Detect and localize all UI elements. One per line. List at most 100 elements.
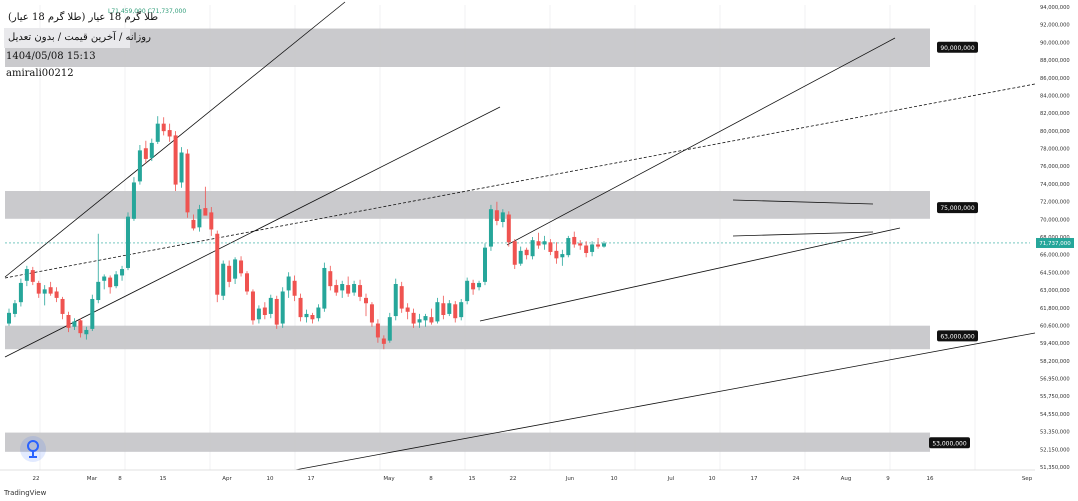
candle-body [161, 123, 166, 132]
x-tick-label: Sep [1022, 476, 1033, 482]
candle-body [494, 210, 499, 221]
candle-body [387, 317, 392, 341]
zone-75,000,000 [5, 191, 930, 219]
candle-body [566, 238, 571, 256]
candle-body [114, 274, 119, 287]
trendline [479, 227, 901, 322]
y-tick-label: 74,000,000 [1040, 182, 1070, 188]
candle-body [108, 277, 113, 288]
watermark-pin-icon [20, 436, 46, 462]
candle-body [36, 282, 41, 294]
x-tick-label: 8 [429, 476, 433, 482]
candle-body [578, 243, 583, 246]
candle-body [149, 142, 154, 158]
candle-body [346, 285, 351, 294]
candle-body [120, 269, 125, 276]
last-price-badge [1036, 237, 1074, 248]
y-tick-label: 80,000,000 [1040, 129, 1070, 135]
candle-body [459, 302, 464, 318]
candle-body [500, 212, 505, 222]
x-tick-label: 9 [886, 476, 890, 482]
y-tick-label: 66,000,000 [1040, 253, 1070, 259]
x-tick-label: Jun [565, 476, 575, 482]
candle-body [530, 240, 535, 257]
candle-body [536, 241, 541, 246]
candle-body [250, 291, 255, 321]
candle-body [316, 307, 321, 319]
candle-body [209, 212, 214, 230]
candle-body [227, 265, 232, 282]
candle-body [18, 282, 23, 303]
y-tick-label: 76,000,000 [1040, 164, 1070, 170]
zone-label-text: 90,000,000 [940, 45, 975, 52]
x-tick-label: 22 [33, 476, 40, 482]
x-tick-label: 17 [308, 476, 315, 482]
candle-body [233, 259, 238, 279]
candle-body [292, 280, 297, 296]
candle-body [393, 284, 398, 317]
x-tick-label: 8 [118, 476, 122, 482]
candle-body [447, 303, 452, 314]
trendline [4, 106, 501, 358]
candle-body [375, 323, 380, 338]
candle-body [179, 152, 184, 183]
candle-body [203, 208, 208, 216]
zone-label: 63,000,000 [937, 330, 978, 342]
y-tick-label: 51,350,000 [1040, 465, 1070, 471]
candle-body [364, 297, 368, 304]
candle-body [54, 291, 59, 298]
candle-body [417, 319, 422, 323]
candle-body [524, 249, 529, 256]
y-tick-label: 56,950,000 [1040, 377, 1070, 383]
zone-53,000,000 [5, 432, 930, 452]
candle-body [596, 244, 601, 247]
candle-body [256, 308, 261, 320]
candle-body [477, 282, 482, 288]
y-tick-label: 60,600,000 [1040, 323, 1070, 329]
y-tick-label: 54,550,000 [1040, 412, 1070, 418]
candle-body [167, 130, 172, 137]
trendline [506, 37, 896, 246]
trendline [732, 199, 874, 205]
x-tick-label: Jul [667, 476, 675, 482]
candle-body [471, 282, 476, 290]
y-tick-label: 84,000,000 [1040, 93, 1070, 99]
legend-subtitle-box [4, 28, 130, 48]
zone-label-text: 63,000,000 [940, 333, 975, 340]
candle-body [30, 270, 35, 282]
candle-body [310, 315, 315, 320]
x-tick-label: 15 [160, 476, 167, 482]
candle-body [369, 304, 374, 323]
candle-body [155, 123, 160, 142]
candle-body [554, 250, 559, 259]
chart-timestamp: 1404/05/08 15:13 [6, 51, 96, 62]
zone-label-text: 75,000,000 [940, 205, 975, 212]
y-tick-label: 86,000,000 [1040, 76, 1070, 82]
candle-body [298, 297, 303, 318]
candle-body [340, 284, 345, 291]
y-tick-label: 72,000,000 [1040, 200, 1070, 206]
candle-body [48, 287, 53, 294]
candle-body [137, 150, 142, 182]
y-tick-label: 88,000,000 [1040, 58, 1070, 64]
candle-body [488, 209, 493, 247]
zone-label-text: 53,000,000 [932, 440, 967, 447]
candle-body [42, 289, 47, 294]
candle-body [572, 236, 577, 245]
y-tick-label: 94,000,000 [1040, 5, 1070, 11]
y-tick-label: 63,000,000 [1040, 288, 1070, 294]
candle-body [465, 280, 470, 302]
candle-body [602, 243, 606, 247]
candle-body [12, 303, 17, 314]
zone-63,000,000 [5, 325, 930, 350]
x-tick-label: 10 [267, 476, 274, 482]
candle-body [7, 312, 11, 324]
y-tick-label: 82,000,000 [1040, 111, 1070, 117]
candle-body [143, 148, 148, 159]
y-tick-label: 53,350,000 [1040, 430, 1070, 436]
y-tick-label: 61,800,000 [1040, 306, 1070, 312]
candle-body [483, 247, 487, 282]
y-tick-label: 55,750,000 [1040, 394, 1070, 400]
candle-body [215, 233, 220, 295]
